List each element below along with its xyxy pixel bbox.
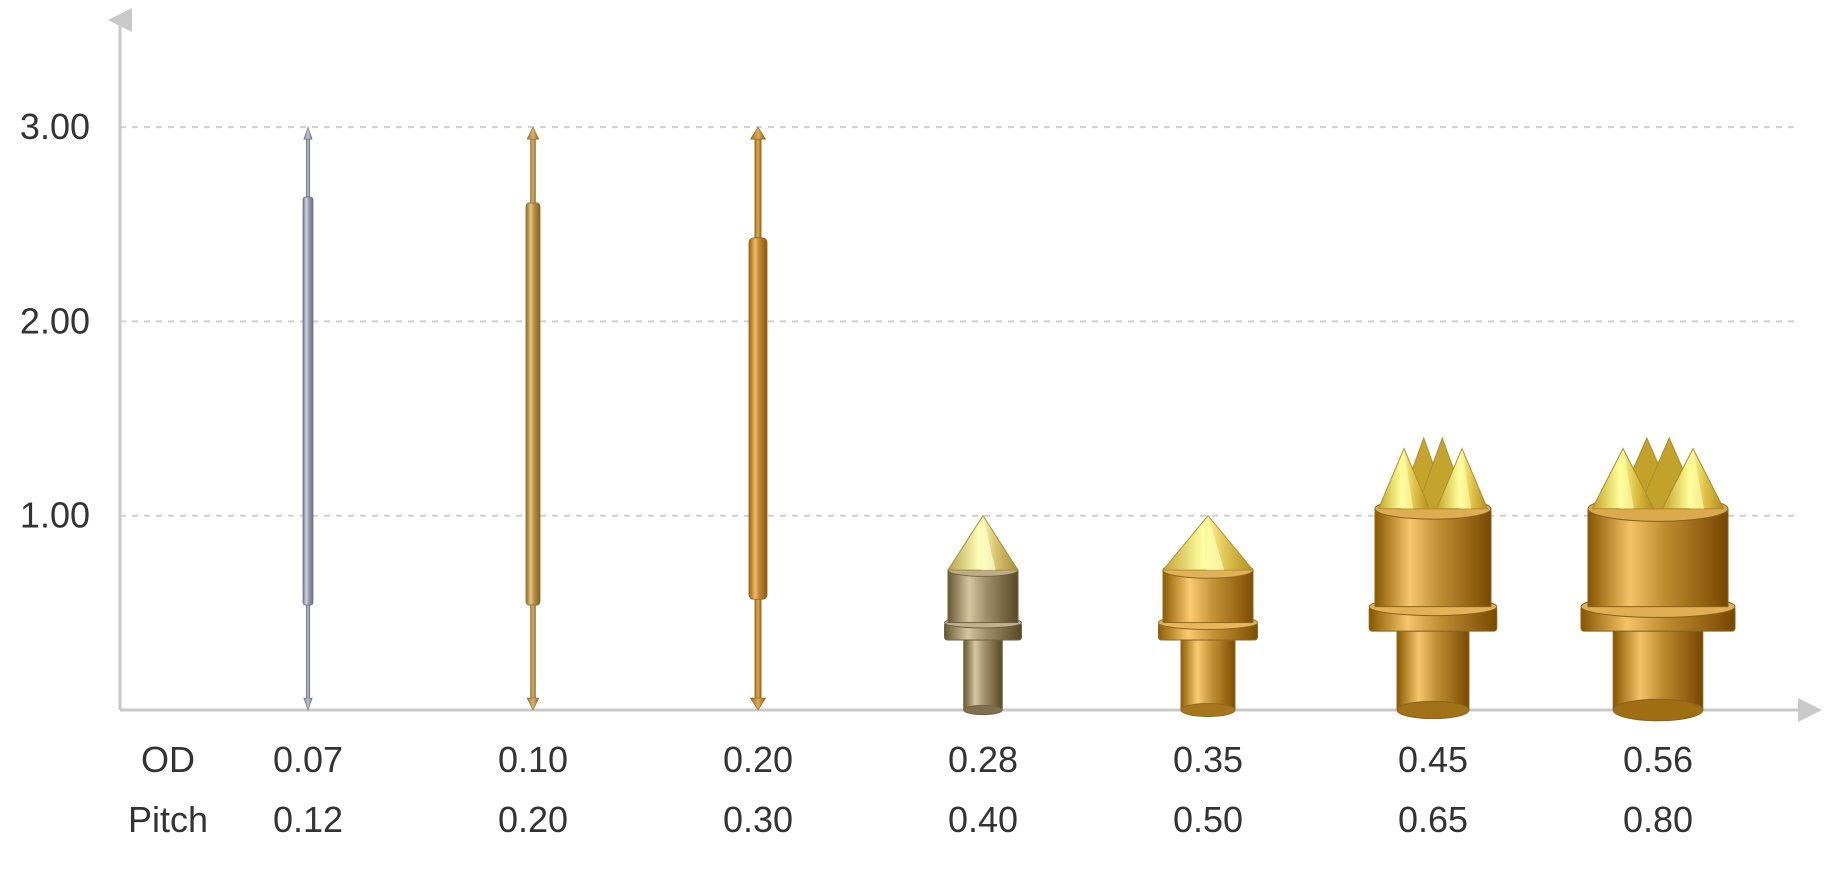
pitch-label: 0.40 xyxy=(948,799,1018,840)
probe-size-chart: 1.00 2.00 3.00 OD Pitch 0.07 0.12 0.10 0.20 0.20 0… xyxy=(0,0,1839,887)
pitch-label: 0.20 xyxy=(498,799,568,840)
probe-0.20 xyxy=(749,127,767,710)
od-label: 0.20 xyxy=(723,739,793,780)
pitch-label: 0.30 xyxy=(723,799,793,840)
od-label: 0.28 xyxy=(948,739,1018,780)
od-label: 0.56 xyxy=(1623,739,1693,780)
chart-svg: 1.00 2.00 3.00 OD Pitch 0.07 0.12 0.10 0.20 0.20 0… xyxy=(0,0,1839,887)
y-tick-label: 2.00 xyxy=(20,300,90,341)
pitch-label: 0.80 xyxy=(1623,799,1693,840)
pitch-label: 0.65 xyxy=(1398,799,1468,840)
pitch-label: 0.50 xyxy=(1173,799,1243,840)
pitch-label: 0.12 xyxy=(273,799,343,840)
probe-0.10 xyxy=(526,127,540,710)
probe-0.28 xyxy=(945,516,1022,715)
probe-0.45 xyxy=(1369,438,1497,719)
y-tick-label: 3.00 xyxy=(20,106,90,147)
od-label: 0.07 xyxy=(273,739,343,780)
od-label: 0.45 xyxy=(1398,739,1468,780)
od-label: 0.10 xyxy=(498,739,568,780)
y-tick-label: 1.00 xyxy=(20,495,90,536)
probe-0.35 xyxy=(1159,516,1258,717)
probe-0.07 xyxy=(303,127,313,710)
probe-0.56 xyxy=(1581,438,1735,721)
row-header-od: OD xyxy=(141,739,195,780)
row-header-pitch: Pitch xyxy=(128,799,208,840)
od-label: 0.35 xyxy=(1173,739,1243,780)
